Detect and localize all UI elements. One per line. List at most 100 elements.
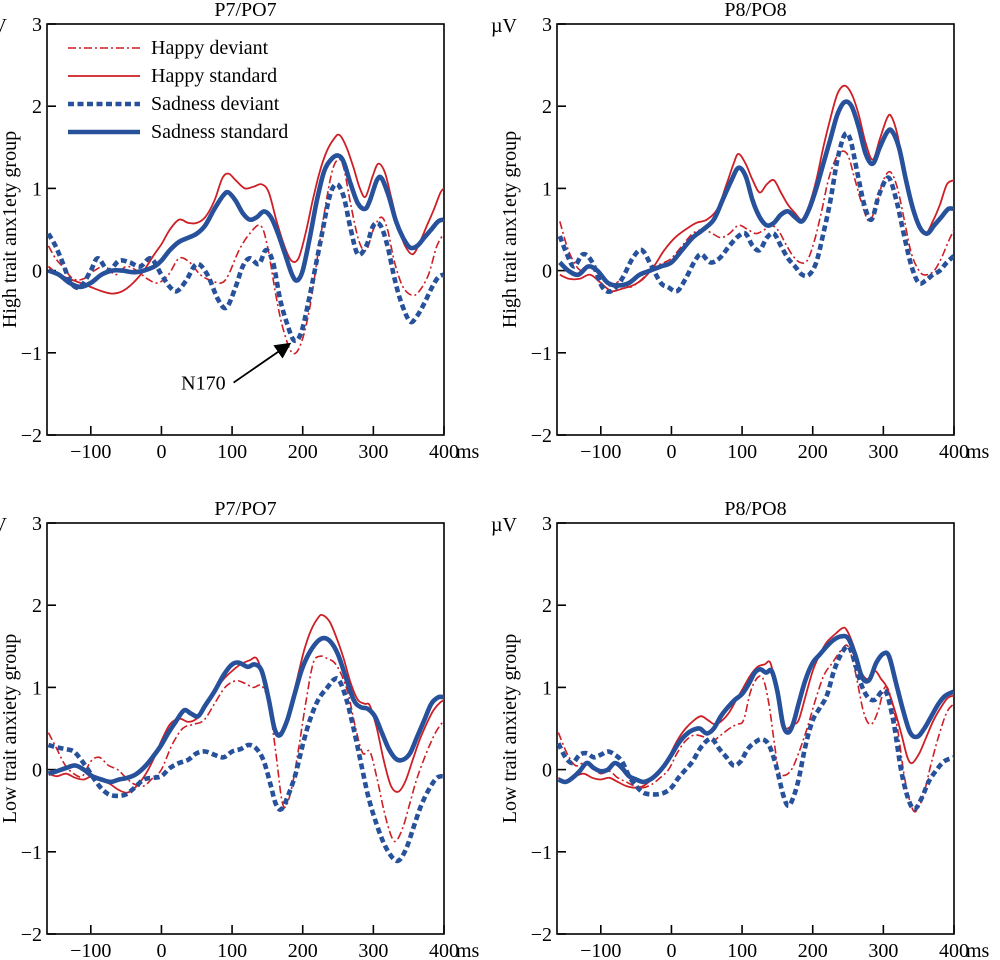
y-tick-label: −2 [531,425,552,447]
y-tick-label: 0 [542,760,552,782]
x-unit-label: ms [966,441,990,463]
legend-label: Sadness standard [151,120,289,143]
x-tick-label: −100 [580,441,621,463]
y-unit-label: µV [491,514,518,536]
y-tick-label: 1 [542,677,552,699]
plot-title: P8/PO8 [724,498,786,520]
subplot-low-p7po7: 3 2 1 0 −1 −2 −100 0 100 200 300 400 µV ms P7/PO7 Low t… [0,480,500,960]
x-tick-label: 100 [727,940,757,960]
y-tick-label: 2 [32,96,42,118]
y-tick-label: 2 [32,595,42,617]
x-tick-label: −100 [70,441,111,463]
curve-sadness-standard [47,153,444,290]
x-tick-label: 300 [358,441,388,463]
legend-label: Happy deviant [151,36,269,59]
y-tick-label: 3 [32,14,42,36]
n170-arrow [233,342,292,384]
x-tick-label: 300 [358,940,388,960]
erp-plot-low-p8po8: 3 2 1 0 −1 −2 −100 0 100 200 300 400 µV ms P8/PO8 Low t… [491,498,990,960]
sadness-deviant-line-icon [68,101,140,107]
x-tick-label: 200 [798,940,828,960]
group-axis-label: High trait anx1ety group [499,131,521,328]
group-axis-label: Low trait anxiety group [0,634,21,823]
happy-standard-line-icon [68,75,140,77]
curve-happy-standard [48,613,444,794]
x-tick-label: 100 [217,940,247,960]
x-tick-label: 400 [939,940,969,960]
curve-sadness-deviant [47,676,444,864]
plot-frame [556,23,955,436]
y-unit-label: µV [0,15,8,37]
legend-label: Happy standard [151,64,278,87]
x-tick-label: 0 [156,441,166,463]
plot-frame [46,23,445,436]
legend: Happy deviant Happy standard Sadness dev… [66,34,288,146]
curve-sadness-standard [558,99,954,288]
plot-frame [556,522,955,935]
y-tick-label: −2 [21,425,42,447]
legend-item-sadness-deviant: Sadness deviant [66,90,288,118]
y-tick-label: 2 [542,595,552,617]
curve-happy-standard [559,84,954,293]
happy-deviant-line-icon [68,47,140,49]
y-tick-label: 1 [32,178,42,200]
curve-sadness-deviant [557,643,954,812]
curve-sadness-standard [47,635,444,785]
erp-plot-high-p7po7: 3 2 1 0 −1 −2 −100 0 100 200 300 400 µV ms P7/PO7 High … [0,0,480,463]
subplot-high-p8po8: 3 2 1 0 −1 −2 −100 0 100 200 300 400 µV ms P8/PO8 High … [491,0,1000,480]
legend-item-sadness-standard: Sadness standard [66,118,288,146]
x-tick-label: 0 [666,940,676,960]
x-tick-label: 300 [868,441,898,463]
erp-plot-high-p8po8: 3 2 1 0 −1 −2 −100 0 100 200 300 400 µV ms P8/PO8 High … [491,0,990,463]
x-tick-label: −100 [580,940,621,960]
y-tick-label: 0 [32,261,42,283]
subplot-high-p7po7: 3 2 1 0 −1 −2 −100 0 100 200 300 400 µV ms P7/PO7 High … [0,0,500,480]
erp-plot-low-p7po7: 3 2 1 0 −1 −2 −100 0 100 200 300 400 µV ms P7/PO7 Low t… [0,498,480,960]
legend-item-happy-standard: Happy standard [66,62,288,90]
y-tick-label: −1 [21,343,42,365]
x-tick-label: 200 [288,940,318,960]
legend-item-happy-deviant: Happy deviant [66,34,288,62]
group-axis-label: Low trait anxiety group [499,634,521,823]
plot-title: P8/PO8 [724,0,786,21]
x-tick-label: 200 [288,441,318,463]
x-tick-label: 100 [727,441,757,463]
curve-sadness-deviant [557,130,954,295]
curve-happy-deviant [47,655,444,843]
y-tick-label: 1 [542,178,552,200]
curve-happy-standard [47,133,444,295]
legend-label: Sadness deviant [151,92,280,115]
subplot-low-p8po8: 3 2 1 0 −1 −2 −100 0 100 200 300 400 µV ms P8/PO8 Low t… [491,480,1000,960]
curve-sadness-standard [557,633,954,785]
x-tick-label: 300 [868,940,898,960]
y-tick-label: 1 [32,677,42,699]
y-tick-label: 0 [542,261,552,283]
y-tick-label: 3 [542,14,552,36]
y-tick-label: 2 [542,96,552,118]
n170-annotation: N170 [181,373,225,395]
y-tick-label: −1 [531,842,552,864]
x-tick-label: 400 [429,441,459,463]
plot-title: P7/PO7 [214,0,276,21]
y-unit-label: µV [491,15,518,37]
x-tick-label: 200 [798,441,828,463]
x-unit-label: ms [966,940,990,960]
y-tick-label: −2 [531,924,552,946]
y-tick-label: 0 [32,760,42,782]
x-tick-label: 100 [217,441,247,463]
plot-frame [46,522,445,935]
group-axis-label: High trait anx1ety group [0,131,21,328]
plot-title: P7/PO7 [214,498,276,520]
x-tick-label: 400 [939,441,969,463]
y-tick-label: 3 [542,513,552,535]
x-unit-label: ms [456,441,480,463]
x-unit-label: ms [456,940,480,960]
x-tick-label: −100 [70,940,111,960]
y-tick-label: −2 [21,924,42,946]
y-tick-label: −1 [531,343,552,365]
y-tick-label: 3 [32,513,42,535]
sadness-standard-line-icon [68,129,140,135]
y-unit-label: µV [0,514,8,536]
x-tick-label: 0 [666,441,676,463]
